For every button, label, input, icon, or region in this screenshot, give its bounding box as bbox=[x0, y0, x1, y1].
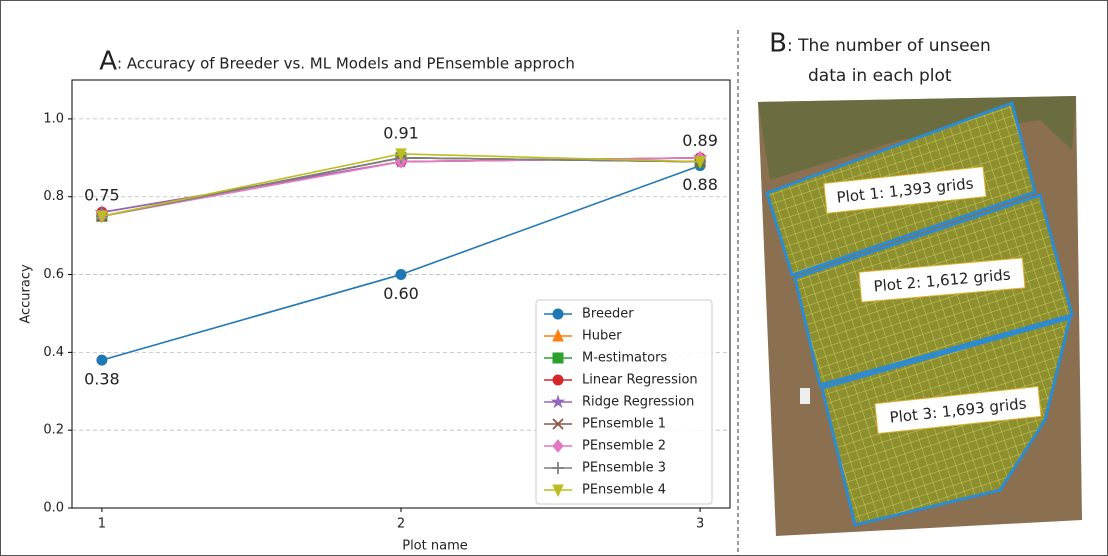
legend-marker bbox=[550, 394, 566, 409]
panel-title: data in each plot bbox=[808, 66, 952, 86]
legend-marker bbox=[552, 328, 564, 342]
legend-label: PEnsemble 3 bbox=[582, 461, 666, 476]
line-chart: 0.0 0.2 0.4 0.6 0.8 1.0 1 2 3 0.38 0.60 0.88 0.75 0.9… bbox=[43, 79, 731, 532]
legend-marker bbox=[552, 484, 564, 498]
legend-label: PEnsemble 4 bbox=[582, 483, 666, 498]
marker bbox=[96, 354, 108, 366]
legend-box bbox=[535, 299, 713, 505]
y-tick-label: 0.6 bbox=[43, 267, 64, 282]
legend-label: M-estimators bbox=[582, 351, 667, 366]
plot-label-box bbox=[823, 166, 987, 214]
building bbox=[800, 388, 810, 404]
panel-b: B : The number of unseen data in each pl… bbox=[758, 29, 1082, 536]
panel-title: : The number of unseen bbox=[787, 36, 991, 56]
data-label: 0.89 bbox=[682, 131, 718, 150]
legend-label: Breeder bbox=[582, 307, 634, 322]
x-axis-label: Plot name bbox=[402, 539, 468, 554]
data-label: 0.75 bbox=[84, 186, 120, 205]
legend-marker bbox=[552, 352, 564, 364]
panel-letter: A bbox=[99, 47, 117, 77]
legend-marker bbox=[552, 439, 564, 453]
y-tick-label: 0.4 bbox=[43, 345, 64, 360]
x-tick-label: 2 bbox=[397, 517, 405, 532]
data-label: 0.88 bbox=[682, 175, 718, 194]
plot-label-box bbox=[874, 385, 1042, 435]
legend-marker bbox=[552, 308, 564, 320]
legend: Breeder Huber M-estimators Linear Regressio… bbox=[535, 299, 713, 505]
data-label: 0.91 bbox=[383, 123, 419, 142]
y-tick-label: 0.0 bbox=[43, 501, 64, 516]
axes-frame bbox=[71, 79, 731, 509]
legend-label: Ridge Regression bbox=[582, 395, 694, 410]
marker bbox=[395, 269, 407, 281]
legend-label: PEnsemble 1 bbox=[582, 417, 666, 432]
marker bbox=[694, 156, 706, 169]
marker bbox=[96, 210, 108, 224]
x-tick-label: 1 bbox=[98, 517, 106, 532]
y-tick-label: 1.0 bbox=[43, 111, 64, 126]
panel-letter: B bbox=[769, 29, 787, 59]
marker bbox=[395, 148, 407, 162]
chart-title: : Accuracy of Breeder vs. ML Models and … bbox=[117, 55, 575, 73]
legend-label: PEnsemble 2 bbox=[582, 439, 666, 454]
legend-marker bbox=[552, 418, 564, 430]
legend-label: Huber bbox=[582, 329, 622, 344]
x-tick-label: 3 bbox=[696, 517, 704, 532]
data-label: 0.60 bbox=[383, 284, 419, 303]
plot-label-box bbox=[858, 257, 1026, 303]
y-tick-label: 0.8 bbox=[43, 189, 64, 204]
y-tick-label: 0.2 bbox=[43, 423, 64, 438]
legend-marker bbox=[552, 374, 564, 386]
legend-marker bbox=[552, 462, 564, 474]
data-label: 0.38 bbox=[84, 370, 120, 389]
y-axis-label: Accuracy bbox=[19, 264, 34, 324]
legend-label: Linear Regression bbox=[582, 373, 698, 388]
